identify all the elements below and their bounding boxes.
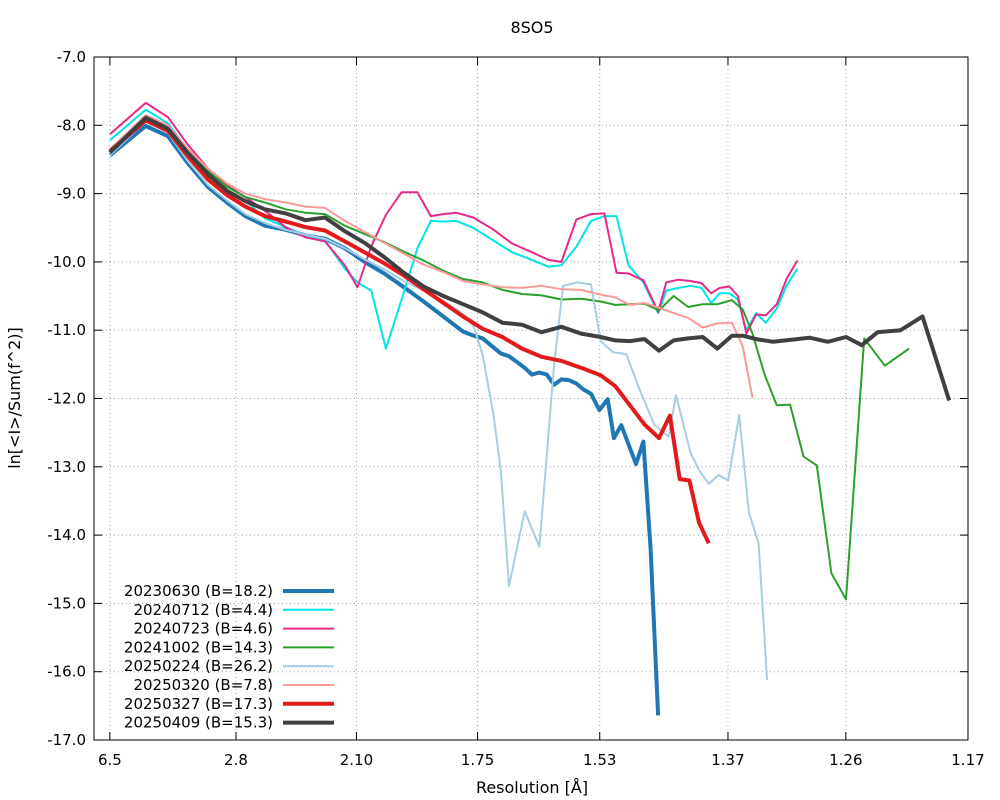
y-tick-label: -10.0 — [47, 253, 86, 271]
legend-label: 20250409 (B=15.3) — [124, 714, 273, 732]
series-line-7 — [108, 118, 711, 545]
y-tick-label: -17.0 — [47, 731, 86, 749]
legend-label: 20250320 (B=7.8) — [133, 676, 273, 694]
legend-label: 20250327 (B=17.3) — [124, 695, 273, 713]
y-tick-label: -16.0 — [47, 663, 86, 681]
chart-title: 8SO5 — [510, 18, 553, 37]
y-tick-label: -13.0 — [47, 458, 86, 476]
series-group — [108, 101, 952, 716]
legend: 20230630 (B=18.2)20240712 (B=4.4)2024072… — [124, 582, 334, 732]
y-tick-label: -9.0 — [57, 185, 86, 203]
x-tick-label: 1.37 — [711, 751, 744, 769]
grid — [94, 56, 969, 741]
y-tick-label: -12.0 — [47, 390, 86, 408]
y-tick-label: -15.0 — [47, 594, 86, 612]
legend-label: 20241002 (B=14.3) — [124, 638, 273, 656]
y-tick-label: -8.0 — [57, 116, 86, 134]
series-line-1 — [108, 124, 661, 716]
series-line-6 — [109, 114, 754, 398]
y-tick-label: -14.0 — [47, 526, 86, 544]
x-tick-label: 2.8 — [224, 751, 248, 769]
y-tick-label: -7.0 — [57, 48, 86, 66]
series-line-8 — [108, 115, 952, 402]
x-tick-label: 1.75 — [461, 751, 494, 769]
x-tick-label: 1.26 — [829, 751, 862, 769]
y-axis-label: ln[<I>/Sum(f^2)] — [5, 327, 24, 469]
legend-label: 20250224 (B=26.2) — [124, 657, 273, 675]
x-tick-label: 1.17 — [951, 751, 984, 769]
series-line-4 — [109, 115, 910, 601]
legend-label: 20240712 (B=4.4) — [133, 601, 273, 619]
legend-label: 20230630 (B=18.2) — [124, 582, 273, 600]
series-line-2 — [109, 108, 799, 350]
y-tick-label: -11.0 — [47, 321, 86, 339]
x-tick-label: 6.5 — [98, 751, 122, 769]
x-tick-label: 2.10 — [340, 751, 373, 769]
x-axis-label: Resolution [Å] — [476, 778, 588, 797]
legend-label: 20240723 (B=4.6) — [133, 620, 273, 638]
ticks: -7.0 -8.0 -9.0 -10.0 -11.0 -12.0 -13.0 -14.0 -15… — [47, 48, 984, 769]
series-line-5 — [109, 120, 769, 680]
x-tick-label: 1.53 — [583, 751, 616, 769]
